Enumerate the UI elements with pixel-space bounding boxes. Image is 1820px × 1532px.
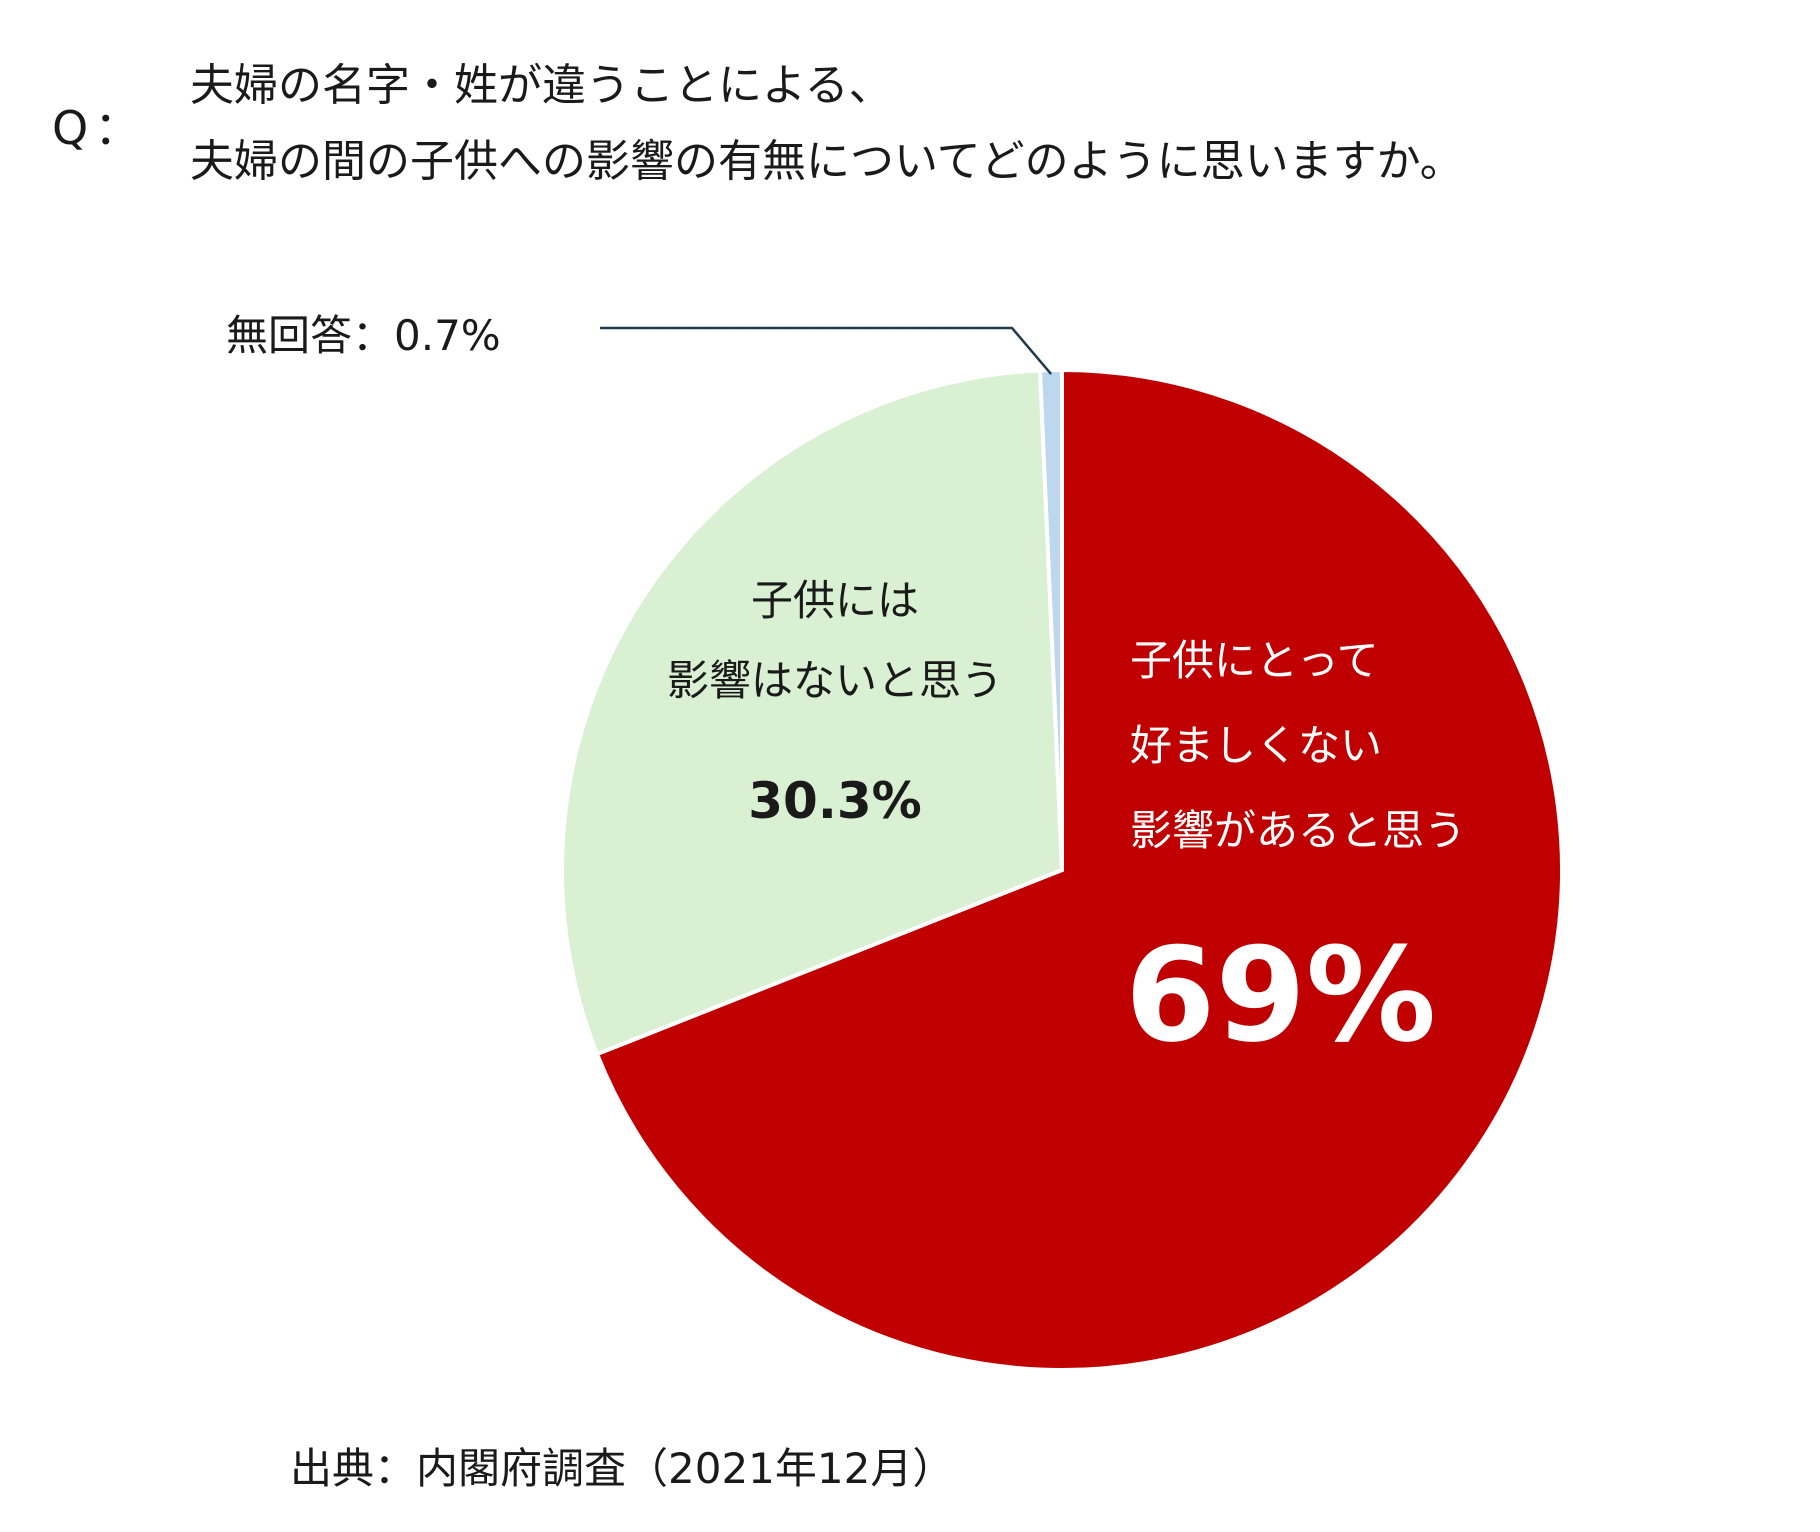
- callout-leader-line: [600, 326, 1053, 375]
- slice-no-impact: [560, 368, 1065, 1057]
- slice-label-line: 子供には: [751, 576, 919, 625]
- slice-label-line: 影響があると思う: [1130, 806, 1466, 855]
- question-marker: Q：: [52, 101, 147, 155]
- question-line-2: 夫婦の間の子供への影響の有無についてどのように思いますか。: [190, 136, 1464, 187]
- slice-label-line: 子供にとって: [1130, 636, 1379, 685]
- slice-value-label: 30.3%: [748, 772, 921, 830]
- slice-value-label: 69%: [1125, 919, 1436, 1071]
- slice-label-line: 好ましくない: [1130, 721, 1382, 770]
- no-answer-label: 無回答：0.7%: [226, 311, 501, 360]
- slice-negative-impact: [594, 367, 1564, 1372]
- slice-no-answer: [1037, 367, 1064, 871]
- slice-label-line: 影響はないと思う: [667, 656, 1003, 705]
- question-text: 夫婦の名字・姓が違うことによる、 夫婦の間の子供への影響の有無についてどのように…: [190, 48, 1464, 200]
- question-line-1: 夫婦の名字・姓が違うことによる、: [190, 60, 893, 111]
- source-note: 出典：内閣府調査（2021年12月）: [290, 1444, 955, 1493]
